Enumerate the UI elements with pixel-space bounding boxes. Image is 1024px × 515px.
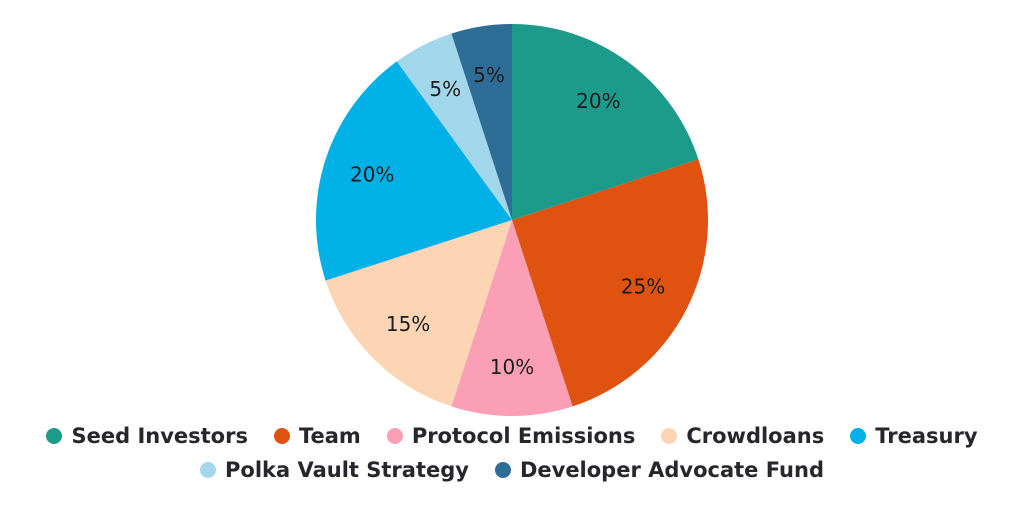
legend-dot-crowdloans bbox=[661, 428, 678, 444]
legend-item-treasury: Treasury bbox=[850, 421, 978, 451]
legend-dot-protocol-emissions bbox=[386, 428, 403, 444]
legend-row-2: Polka Vault Strategy Developer Advocate F… bbox=[187, 455, 837, 485]
pie-slice-percent-label-seed-investors: 20% bbox=[576, 89, 620, 113]
legend-item-polka-vault-strategy: Polka Vault Strategy bbox=[200, 455, 469, 485]
pie-slice-treasury bbox=[315, 61, 512, 281]
legend-dot-seed-investors bbox=[46, 428, 63, 444]
pie-slice-crowdloans bbox=[325, 220, 512, 407]
pie-slice-polka-vault-strategy bbox=[396, 33, 512, 221]
pie-slice-percent-label-crowdloans: 15% bbox=[386, 312, 430, 336]
legend-item-crowdloans: Crowdloans bbox=[661, 421, 824, 451]
chart-legend: Seed Investors Team Protocol Emissions Crow… bbox=[0, 421, 1024, 485]
legend-label-developer-advocate-fund: Developer Advocate Fund bbox=[519, 458, 824, 482]
pie-slice-percent-label-developer-advocate-fund: 5% bbox=[473, 63, 505, 87]
legend-item-seed-investors: Seed Investors bbox=[46, 421, 248, 451]
pie-slice-percent-label-polka-vault-strategy: 5% bbox=[429, 77, 461, 101]
pie-slice-team bbox=[512, 159, 709, 407]
pie-slice-percent-label-team: 25% bbox=[621, 275, 665, 299]
legend-item-protocol-emissions: Protocol Emissions bbox=[386, 421, 636, 451]
legend-label-polka-vault-strategy: Polka Vault Strategy bbox=[225, 458, 469, 482]
legend-label-team: Team bbox=[298, 424, 361, 448]
legend-label-seed-investors: Seed Investors bbox=[71, 424, 248, 448]
legend-dot-polka-vault-strategy bbox=[200, 462, 217, 478]
legend-label-treasury: Treasury bbox=[875, 424, 978, 448]
legend-label-crowdloans: Crowdloans bbox=[686, 424, 825, 448]
pie-slice-seed-investors bbox=[512, 24, 699, 220]
legend-label-protocol-emissions: Protocol Emissions bbox=[411, 424, 636, 448]
pie-slice-developer-advocate-fund bbox=[451, 23, 512, 220]
legend-dot-developer-advocate-fund bbox=[494, 462, 511, 478]
legend-row-1: Seed Investors Team Protocol Emissions Crow… bbox=[33, 421, 990, 451]
pie-slice-percent-label-treasury: 20% bbox=[350, 163, 394, 187]
legend-item-team: Team bbox=[273, 421, 361, 451]
pie-slice-protocol-emissions bbox=[451, 220, 573, 417]
legend-dot-treasury bbox=[850, 428, 867, 444]
legend-item-developer-advocate-fund: Developer Advocate Fund bbox=[494, 455, 824, 485]
legend-dot-team bbox=[273, 428, 290, 444]
pie-slice-percent-label-protocol-emissions: 10% bbox=[490, 355, 534, 379]
